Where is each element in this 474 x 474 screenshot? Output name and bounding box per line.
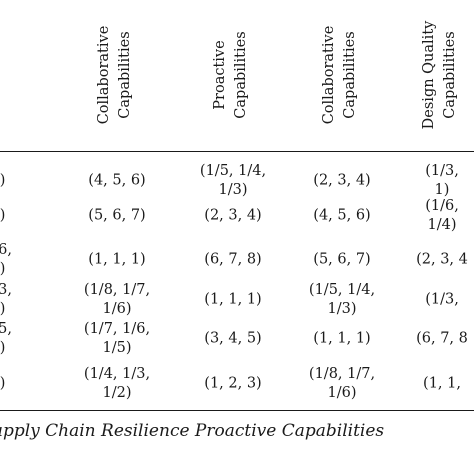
table-cell: (1, 1, 1) — [204, 291, 261, 310]
table-cell-line: (1/5, 1/4, — [199, 163, 267, 179]
table-cell-line: (1, 1, 1) — [88, 251, 146, 268]
table-cell: (4, 5, 6) — [313, 207, 370, 226]
table-cell-line: 1/3, — [0, 282, 12, 298]
table-cell-line: 1/3) — [327, 301, 357, 317]
table-cell-line: 1/6) — [327, 385, 357, 401]
table-cell-line: 2) — [0, 301, 6, 317]
column-header: Collaborative Capabilities — [94, 0, 140, 150]
table-cell-line: 1) — [0, 207, 6, 224]
table-cell: 1/5, 4) — [0, 320, 12, 358]
table-cell-line: (1, 2, 3) — [204, 375, 262, 392]
column-header-line: Collaborative — [96, 25, 112, 125]
table-cell: (1/7, 1/6, 1/5) — [84, 320, 150, 358]
table-cell: (1, 1, — [423, 375, 461, 394]
table-cell-line: (6, 7, 8 — [416, 330, 468, 347]
table-cell-line: 1/6) — [102, 301, 132, 317]
table-cell-line: 1/3) — [218, 182, 248, 198]
table-cell-line: 1/5) — [102, 340, 132, 356]
column-header-line: Capabilities — [442, 31, 458, 119]
table-cell-line: (1, 1, — [423, 375, 461, 392]
column-header-line: Capabilities — [342, 31, 358, 119]
table-cell-line: (2, 3, 4 — [416, 251, 468, 268]
table-cell: (1, 1, 1) — [88, 251, 145, 270]
table-cell-line: 5) — [0, 261, 6, 277]
table-cell-line: 4) — [0, 340, 6, 356]
table-cell: 1) — [0, 207, 5, 226]
table-cell: (6, 7, 8 — [416, 330, 468, 349]
column-header-line: Proactive — [212, 40, 228, 110]
table-cell-line: (3, 4, 5) — [204, 330, 262, 347]
table-cell-line: 1) — [434, 182, 450, 198]
table-cell: (6, 7, 8) — [204, 251, 261, 270]
table-cell-line: (1/5, 1/4, — [308, 282, 376, 298]
table-rule-bottom — [0, 410, 474, 411]
table-cell-line: (1/3, — [425, 163, 459, 179]
table-cell: (1/8, 1/7, 1/6) — [309, 365, 375, 403]
table-cell-line: 6) — [0, 375, 6, 392]
column-header-line: Collaborative — [321, 25, 337, 125]
table-cell: (1/5, 1/4, 1/3) — [309, 281, 375, 319]
table-cell: (1/3, — [425, 291, 459, 310]
table-cell: (1/8, 1/7, 1/6) — [84, 281, 150, 319]
table-cell-line: (1/3, — [425, 291, 459, 308]
table-cell-line: (1/8, 1/7, — [83, 282, 151, 298]
table-cell: (5, 6, 7) — [88, 207, 145, 226]
table-cell-line: (5, 6, 7) — [313, 251, 371, 268]
table-cell: (2, 3, 4 — [416, 251, 468, 270]
table-cell-line: (1/6, — [425, 198, 459, 214]
table-cell-line: (5, 6, 7) — [88, 207, 146, 224]
table-cell-line: (1, 1, 1) — [313, 330, 371, 347]
table-cell: (2, 3, 4) — [204, 207, 261, 226]
table-cell-line: 1/5, — [0, 321, 12, 337]
table-cell-line: (6, 7, 8) — [204, 251, 262, 268]
table-cell: (4, 5, 6) — [88, 172, 145, 191]
table-cell-line: (1/8, 1/7, — [308, 366, 376, 382]
table-cell-line: (4, 5, 6) — [88, 172, 146, 189]
table-cell-line: (1/4, 1/3, — [83, 366, 151, 382]
table-cell: 1/3, 2) — [0, 281, 12, 319]
table-cell: (1, 2, 3) — [204, 375, 261, 394]
column-header: Collaborative Capabilities — [319, 0, 365, 150]
table-cell: (1/4, 1/3, 1/2) — [84, 365, 150, 403]
column-header: Design Quality Capabilities — [419, 0, 465, 150]
column-header-line: Design Quality — [421, 20, 437, 130]
column-header: Capabilities — [0, 0, 21, 150]
table-cell: (3, 4, 5) — [204, 330, 261, 349]
table-cell: (5, 6, 7) — [313, 251, 370, 270]
table-cell-line: (1/7, 1/6, — [83, 321, 151, 337]
table-caption: upply Chain Resilience Proactive Capabil… — [0, 421, 385, 441]
table-cell: 1/6, 5) — [0, 241, 12, 279]
table-cell: (1/6, 1/4) — [425, 197, 459, 235]
table-cell: (1/3, 1) — [425, 162, 459, 200]
table-cell: (1/5, 1/4, 1/3) — [200, 162, 266, 200]
table-cell-line: 1/2) — [102, 385, 132, 401]
table-cell-line: 1/4) — [427, 217, 457, 233]
table-cell-line: 1/6, — [0, 242, 12, 258]
table-cell-line: 9) — [0, 172, 6, 189]
table-cell: (1, 1, 1) — [313, 330, 370, 349]
table-cell: 6) — [0, 375, 5, 394]
table-cell-line: (1, 1, 1) — [204, 291, 262, 308]
table-rule-header — [0, 151, 474, 152]
column-header-line: Capabilities — [117, 31, 133, 119]
column-header: Proactive Capabilities — [210, 0, 256, 150]
column-header-line: Capabilities — [233, 31, 249, 119]
table-cell-line: (2, 3, 4) — [204, 207, 262, 224]
table-cell-line: (2, 3, 4) — [313, 172, 371, 189]
table-cell-line: (4, 5, 6) — [313, 207, 371, 224]
table-cell: 9) — [0, 172, 5, 191]
table-cell: (2, 3, 4) — [313, 172, 370, 191]
